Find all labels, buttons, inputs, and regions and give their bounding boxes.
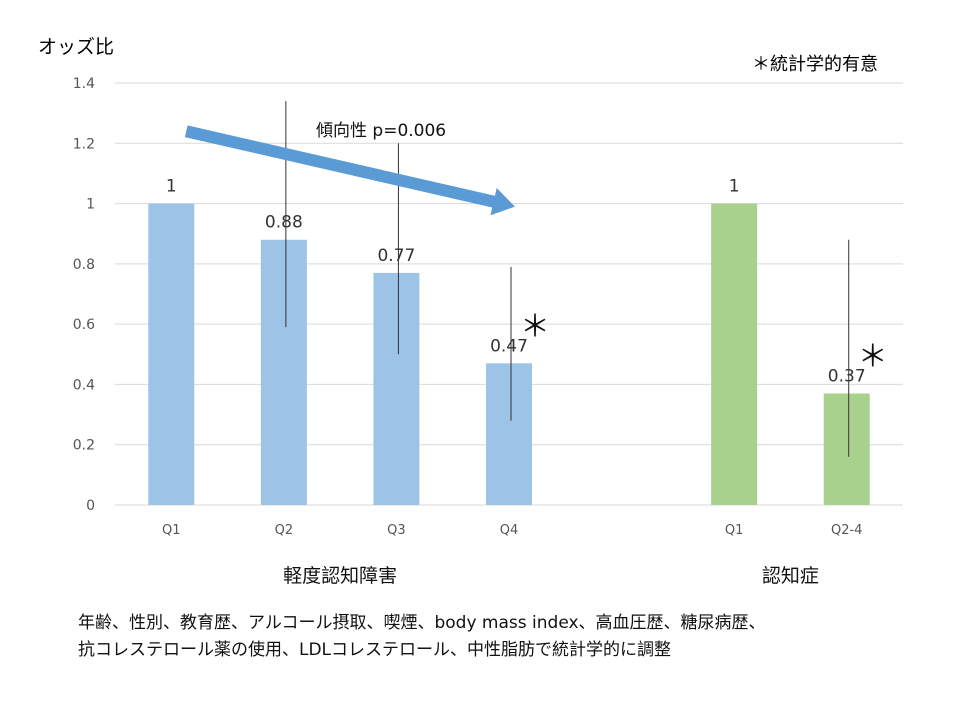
y-tick-label: 0.4 (73, 377, 95, 393)
x-tick-label: Q3 (387, 523, 406, 538)
y-tick-label: 1 (86, 197, 95, 213)
x-tick-label: Q2 (275, 523, 294, 538)
data-label: 1 (166, 177, 177, 197)
y-tick-label: 0.8 (73, 257, 95, 273)
bar (823, 393, 870, 505)
error-bars (285, 101, 850, 457)
bars (148, 203, 870, 506)
data-label: 0.47 (490, 336, 528, 356)
y-tick-label: 1.4 (73, 76, 95, 92)
data-label: 0.37 (828, 366, 866, 386)
y-tick-label: 0.2 (73, 438, 95, 454)
significance-legend: ＊統計学的有意 (752, 54, 878, 75)
group-label: 軽度認知障害 (283, 565, 397, 587)
bar (486, 363, 532, 505)
data-label: 0.77 (377, 246, 415, 266)
bar (711, 203, 758, 506)
y-tick-label: 0.6 (73, 317, 95, 333)
bar (260, 239, 307, 505)
x-tick-label: Q4 (500, 523, 519, 538)
group-labels: 軽度認知障害 認知症 (283, 565, 819, 587)
bar (373, 272, 420, 505)
trend-arrow-shape (184, 125, 515, 216)
trend-arrow (184, 125, 515, 216)
data-label: 0.88 (265, 213, 303, 233)
x-tick-label: Q1 (725, 523, 744, 538)
data-label: 1 (729, 177, 740, 197)
x-tick-label: Q2-4 (831, 523, 862, 538)
odds-ratio-chart: オッズ比 ＊統計学的有意 0 0.2 0.4 0.6 0.8 1 1.2 1.4 1 0.88 0… (38, 36, 903, 587)
adjustment-footnote: 年齢、性別、教育歴、アルコール摂取、喫煙、body mass index、高血圧… (78, 613, 766, 660)
significance-star: ＊ (520, 309, 550, 344)
y-tick-label: 1.2 (73, 136, 95, 152)
y-axis-label: オッズ比 (38, 36, 114, 58)
data-labels: 10.880.770.47＊10.37＊ (166, 177, 888, 387)
y-axis-ticks: 0 0.2 0.4 0.6 0.8 1 1.2 1.4 (73, 76, 95, 514)
bar (148, 203, 195, 506)
y-tick-label: 0 (86, 498, 95, 514)
trend-label: 傾向性 p=0.006 (316, 121, 446, 141)
x-axis-ticks: Q1 Q2 Q3 Q4 Q1 Q2-4 (162, 523, 862, 538)
group-label: 認知症 (762, 565, 819, 587)
significance-star: ＊ (858, 339, 888, 374)
x-tick-label: Q1 (162, 523, 181, 538)
